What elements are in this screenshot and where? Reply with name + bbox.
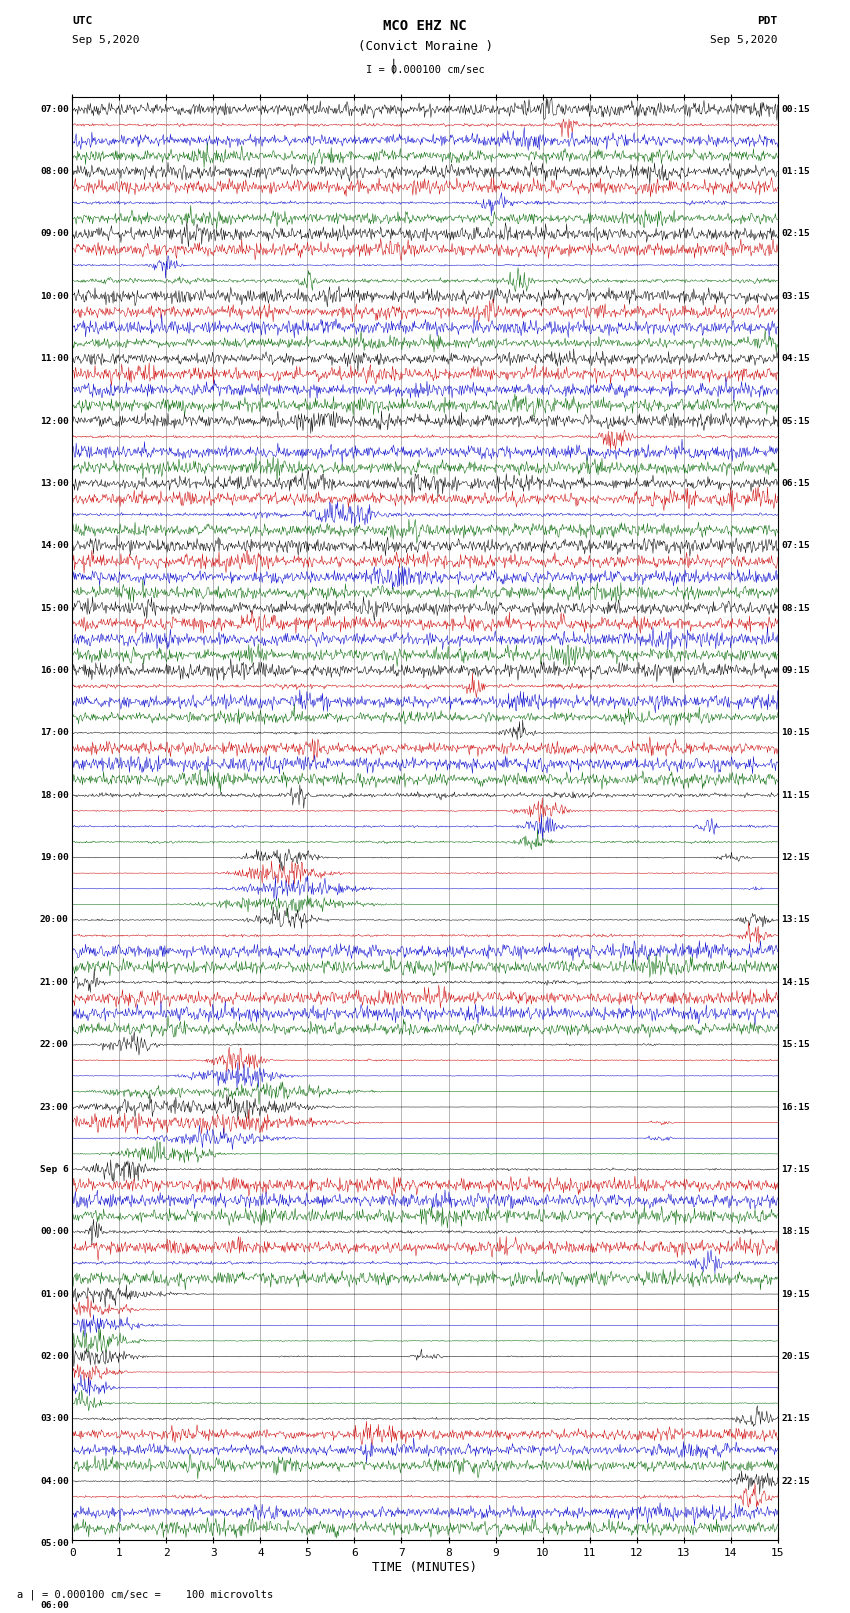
- Text: 17:15: 17:15: [781, 1165, 810, 1174]
- Text: (Convict Moraine ): (Convict Moraine ): [358, 40, 492, 53]
- Text: 18:15: 18:15: [781, 1227, 810, 1236]
- Text: 01:00: 01:00: [40, 1289, 69, 1298]
- Text: 05:15: 05:15: [781, 416, 810, 426]
- Text: 05:00: 05:00: [40, 1539, 69, 1548]
- Text: 03:00: 03:00: [40, 1415, 69, 1423]
- Text: 07:00: 07:00: [40, 105, 69, 115]
- Text: Sep 5,2020: Sep 5,2020: [711, 35, 778, 45]
- Text: 02:00: 02:00: [40, 1352, 69, 1361]
- Text: 09:15: 09:15: [781, 666, 810, 674]
- Text: 12:15: 12:15: [781, 853, 810, 861]
- Text: a | = 0.000100 cm/sec =    100 microvolts: a | = 0.000100 cm/sec = 100 microvolts: [17, 1589, 273, 1600]
- Text: 13:00: 13:00: [40, 479, 69, 487]
- Text: 15:15: 15:15: [781, 1040, 810, 1048]
- Text: 00:15: 00:15: [781, 105, 810, 115]
- Text: 15:00: 15:00: [40, 603, 69, 613]
- Text: 17:00: 17:00: [40, 729, 69, 737]
- Text: 07:15: 07:15: [781, 542, 810, 550]
- Text: 02:15: 02:15: [781, 229, 810, 239]
- Text: 00:00: 00:00: [40, 1227, 69, 1236]
- Text: I = 0.000100 cm/sec: I = 0.000100 cm/sec: [366, 65, 484, 74]
- Text: 19:15: 19:15: [781, 1289, 810, 1298]
- Text: 20:15: 20:15: [781, 1352, 810, 1361]
- Text: PDT: PDT: [757, 16, 778, 26]
- Text: 06:00: 06:00: [40, 1602, 69, 1610]
- Text: 11:00: 11:00: [40, 355, 69, 363]
- Text: 13:15: 13:15: [781, 916, 810, 924]
- Text: 22:15: 22:15: [781, 1476, 810, 1486]
- Text: 14:15: 14:15: [781, 977, 810, 987]
- Text: 20:00: 20:00: [40, 916, 69, 924]
- Text: 09:00: 09:00: [40, 229, 69, 239]
- Text: 10:00: 10:00: [40, 292, 69, 302]
- Text: 04:15: 04:15: [781, 355, 810, 363]
- Text: 08:00: 08:00: [40, 168, 69, 176]
- Text: │: │: [390, 58, 397, 74]
- Text: 03:15: 03:15: [781, 292, 810, 302]
- Text: 11:15: 11:15: [781, 790, 810, 800]
- Text: 10:15: 10:15: [781, 729, 810, 737]
- Text: 18:00: 18:00: [40, 790, 69, 800]
- Text: 14:00: 14:00: [40, 542, 69, 550]
- Text: 08:15: 08:15: [781, 603, 810, 613]
- Text: 04:00: 04:00: [40, 1476, 69, 1486]
- Text: 01:15: 01:15: [781, 168, 810, 176]
- Text: 23:00: 23:00: [40, 1103, 69, 1111]
- Text: 21:15: 21:15: [781, 1415, 810, 1423]
- Text: UTC: UTC: [72, 16, 93, 26]
- Text: Sep 6: Sep 6: [40, 1165, 69, 1174]
- X-axis label: TIME (MINUTES): TIME (MINUTES): [372, 1561, 478, 1574]
- Text: MCO EHZ NC: MCO EHZ NC: [383, 19, 467, 34]
- Text: 16:15: 16:15: [781, 1103, 810, 1111]
- Text: 22:00: 22:00: [40, 1040, 69, 1048]
- Text: 06:15: 06:15: [781, 479, 810, 487]
- Text: 16:00: 16:00: [40, 666, 69, 674]
- Text: 19:00: 19:00: [40, 853, 69, 861]
- Text: Sep 5,2020: Sep 5,2020: [72, 35, 139, 45]
- Text: 21:00: 21:00: [40, 977, 69, 987]
- Text: 12:00: 12:00: [40, 416, 69, 426]
